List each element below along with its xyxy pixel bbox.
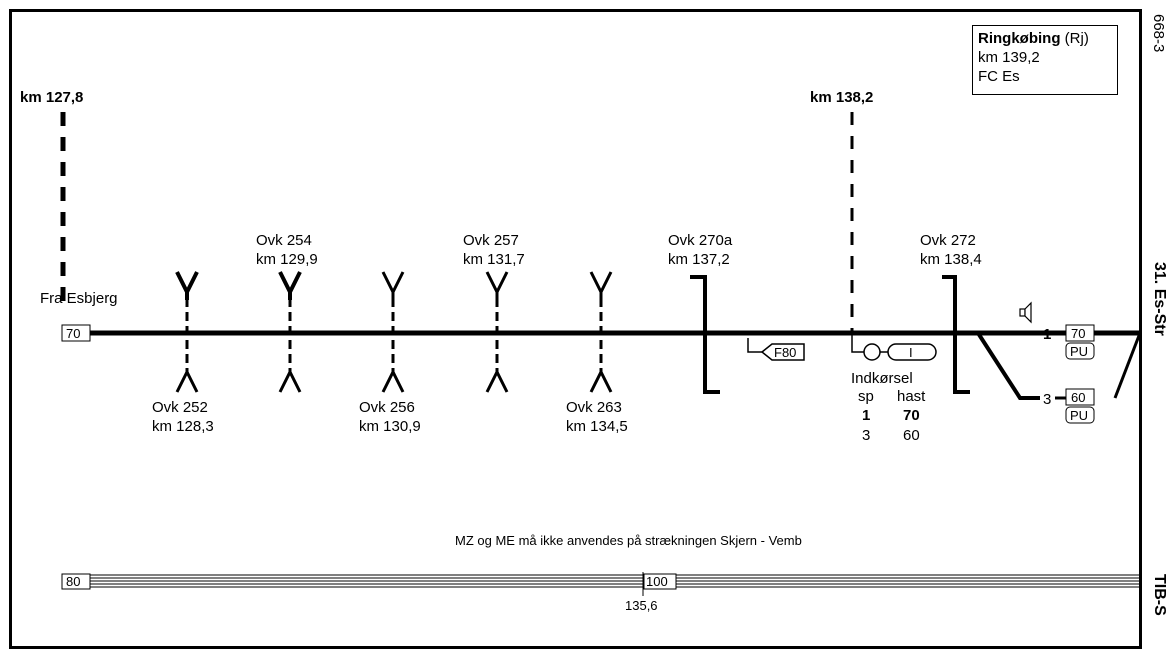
crossing-name: Ovk 272 [920,232,976,249]
gradient-mid-km: 135,6 [625,598,658,613]
entry-col-hast: hast [897,388,926,405]
crossing-km: km 130,9 [359,418,421,435]
km-marker-138-2: km 138,2 [810,89,873,334]
track-speed-box [1065,388,1095,406]
crossing-km: km 128,3 [152,418,214,435]
tib-label: TIB-S [1151,574,1168,616]
station-name: Ringkøbing [978,30,1061,47]
restriction-note: MZ og ME må ikke anvendes på strækningen… [455,533,802,548]
crossing-ovk-257 [485,271,509,393]
siding-track-3 [976,331,1040,400]
crossing-km: km 138,4 [920,251,982,268]
route-label: 31. Es-Str [1151,262,1168,336]
crossing-name: Ovk 254 [256,232,312,249]
crossing-name: Ovk 252 [152,399,208,416]
crossing-name: Ovk 270a [668,232,733,249]
track-badge: PU [1070,344,1088,359]
entry-row-hast: 70 [903,407,920,424]
crossing-ovk-272 [942,275,970,394]
signal-f80-label: F80 [774,345,796,360]
crossing-km: km 131,7 [463,251,525,268]
station-km: km 139,2 [978,49,1040,66]
entry-signal-label: I [909,345,913,360]
speed-start-value: 70 [66,326,80,341]
crossing-ovk-256 [381,271,405,393]
sheet-number: 668-3 [1150,14,1167,53]
track-badge-box [1065,406,1095,424]
gradient-mid-value: 100 [646,574,668,589]
crossing-ovk-252 [175,271,199,393]
track-speed: 60 [1071,390,1085,405]
km-marker-127-8: km 127,8 [20,89,83,312]
crossing-ovk-254 [278,271,302,393]
track-badge-box [1065,342,1095,360]
gradient-bar: 80 100 135,6 [61,572,1140,613]
entry-title: Indkørsel [851,370,913,387]
crossing-km: km 137,2 [668,251,730,268]
station-fc: FC Es [978,68,1020,85]
entry-row-sp: 3 [862,427,870,444]
siding-connector [1113,332,1142,399]
crossing-name: Ovk 257 [463,232,519,249]
km-marker-label: km 127,8 [20,89,83,106]
origin-label: Fra Esbjerg [40,290,118,307]
track-number: 1 [1043,326,1051,343]
gradient-mid-box [643,573,677,590]
track-speed-box [1065,324,1095,342]
entry-signal: I [851,335,937,361]
crossing-km: km 134,5 [566,418,628,435]
station-code: (Rj) [1064,30,1089,47]
crossing-name: Ovk 256 [359,399,415,416]
track-diagram: km 127,8 km 138,2 Fra Esbjerg 70 [20,89,1142,613]
track-number: 3 [1043,391,1051,408]
track-speed: 70 [1071,326,1085,341]
entry-row-sp: 1 [862,407,870,424]
km-marker-label: km 138,2 [810,89,873,106]
signal-f80: F80 [747,338,805,361]
crossing-name: Ovk 263 [566,399,622,416]
track-badge: PU [1070,408,1088,423]
entry-col-sp: sp [858,388,874,405]
crossing-km: km 129,9 [256,251,318,268]
crossing-ovk-270a [690,275,720,394]
horn-icon [1019,301,1032,324]
station-box: Ringkøbing (Rj) km 139,2 FC Es [972,25,1118,95]
crossing-ovk-263 [589,271,613,393]
gradient-start-value: 80 [66,574,80,589]
entry-row-hast: 60 [903,427,920,444]
